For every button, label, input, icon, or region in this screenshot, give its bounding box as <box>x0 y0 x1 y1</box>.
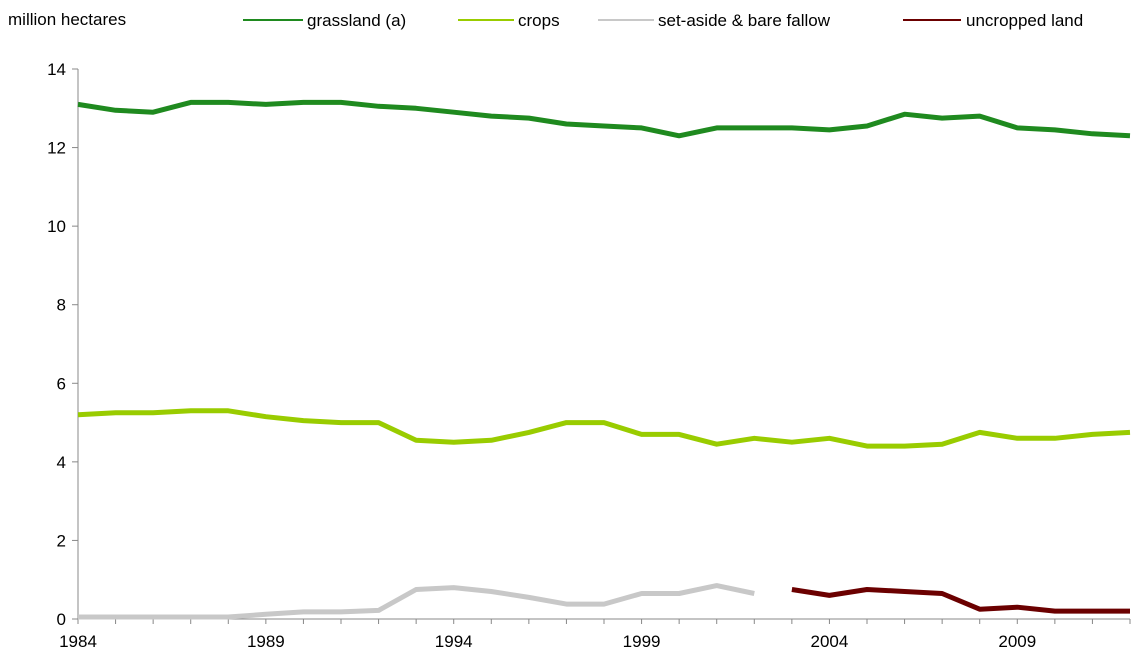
y-tick-label: 2 <box>57 531 66 550</box>
y-axis-label: million hectares <box>8 10 126 29</box>
x-tick-label: 1984 <box>59 632 97 651</box>
series-line-2 <box>77 408 1131 449</box>
axes: 0 2 4 6 8 10 12 14 1984 1989 1994 1999 2004 2009 <box>47 60 1131 651</box>
y-tick-label: 4 <box>57 453 66 472</box>
series-line-3 <box>78 583 755 620</box>
y-tick-label: 12 <box>47 139 66 158</box>
series-line-4 <box>791 587 1130 614</box>
x-tick-label: 2004 <box>811 632 849 651</box>
y-tick-label: 6 <box>57 374 66 393</box>
series-layer <box>77 99 1131 620</box>
y-tick-label: 14 <box>47 60 66 79</box>
x-tick-label: 2009 <box>998 632 1036 651</box>
legend-label-1: grassland (a) <box>307 11 406 30</box>
x-tick-label: 1994 <box>435 632 473 651</box>
y-tick-label: 8 <box>57 296 66 315</box>
x-tick-label: 1999 <box>623 632 661 651</box>
legend-label-3: set-aside & bare fallow <box>658 11 831 30</box>
legend-label-2: crops <box>518 11 560 30</box>
y-tick-label: 10 <box>47 217 66 236</box>
y-tick-label: 0 <box>57 610 66 629</box>
series-line-1 <box>77 99 1131 139</box>
x-tick-label: 1989 <box>247 632 285 651</box>
legend: grassland (a) crops set-aside & bare fallo… <box>243 11 1083 30</box>
legend-label-4: uncropped land <box>966 11 1083 30</box>
